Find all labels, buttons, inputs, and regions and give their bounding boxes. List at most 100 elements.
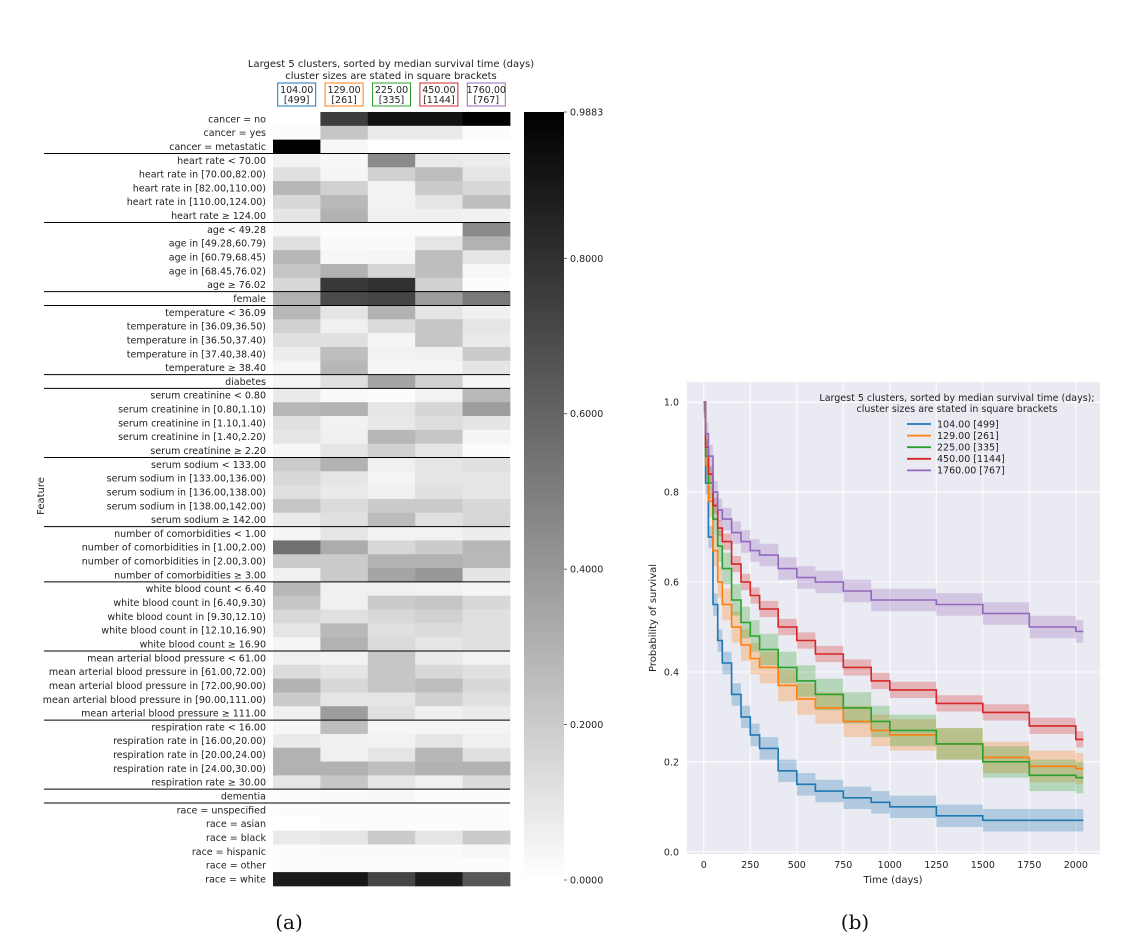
y-tick-label: 0.8	[664, 488, 679, 499]
feature-label: serum creatinine ≥ 2.20	[150, 446, 266, 457]
heatmap-cell	[273, 872, 321, 887]
heatmap-cell	[462, 830, 511, 845]
x-tick-label: 750	[834, 860, 852, 871]
heatmap-cell	[462, 844, 511, 859]
heatmap-cell	[367, 305, 416, 320]
x-axis-label: Time (days)	[862, 875, 922, 886]
feature-label: race = white	[205, 874, 266, 885]
heatmap-cell	[415, 581, 463, 597]
heatmap-cell	[320, 167, 369, 182]
heatmap-cell	[367, 457, 416, 472]
confidence-bands	[703, 402, 1084, 832]
feature-label: white blood count in [6.40,9.30)	[113, 598, 266, 609]
heatmap-cell	[320, 844, 369, 859]
heatmap-cell	[415, 429, 463, 445]
heatmap-cell	[273, 194, 321, 210]
heatmap-cell	[462, 650, 511, 666]
heatmap-cell	[320, 692, 369, 707]
survival-line	[703, 401, 1084, 633]
heatmap-cell	[415, 208, 463, 223]
heatmap-cell	[367, 775, 416, 790]
cluster-median-label: 450.00	[422, 85, 455, 96]
heatmap-cell	[273, 844, 321, 859]
heatmap-cell	[415, 250, 463, 265]
heatmap-cell	[367, 789, 416, 804]
heatmap-cell	[320, 485, 369, 500]
heatmap-cell	[367, 692, 416, 707]
cluster-median-label: 104.00	[280, 85, 313, 96]
heatmap-cell	[273, 153, 321, 168]
heatmap-cell	[367, 264, 416, 279]
feature-label: number of comorbidities in [2.00,3.00)	[82, 557, 266, 568]
colorbar-tick-label: 0.4000	[570, 565, 603, 576]
heatmap-cell	[320, 416, 369, 431]
group-dividers	[44, 152, 510, 804]
heatmap-cell	[320, 429, 369, 445]
heatmap-cell	[273, 609, 321, 624]
heatmap-cell	[367, 609, 416, 624]
heatmap-cell	[320, 291, 369, 306]
heatmap-cell	[273, 443, 321, 458]
heatmap-cell	[273, 554, 321, 569]
heatmap-cell	[462, 498, 511, 514]
heatmap-cell	[462, 485, 511, 500]
feature-label: respiration rate ≥ 30.00	[151, 778, 266, 789]
heatmap-cell	[415, 692, 463, 707]
heatmap-cell	[367, 568, 416, 583]
heatmap-cell	[415, 609, 463, 624]
heatmap-cell	[320, 346, 369, 362]
heatmap-cell	[462, 554, 511, 569]
heatmap-cell	[415, 568, 463, 583]
heatmap-cell	[273, 250, 321, 265]
heatmap-cell	[367, 194, 416, 210]
heatmap-cell	[273, 678, 321, 693]
heatmap-cell	[320, 609, 369, 624]
heatmap-cell	[320, 374, 369, 389]
heatmap-cell	[415, 236, 463, 251]
heatmap-cell	[367, 733, 416, 749]
heatmap-cell	[462, 789, 511, 804]
heatmap-cell	[462, 402, 511, 417]
heatmap-cell	[273, 277, 321, 293]
heatmap-cell	[367, 844, 416, 859]
heatmap-cell	[462, 167, 511, 182]
heatmap-cell	[273, 761, 321, 776]
heatmap-cell	[273, 595, 321, 610]
heatmap-cell	[415, 816, 463, 832]
heatmap-cell	[462, 264, 511, 279]
heatmap-cell	[320, 664, 369, 680]
heatmap-cell	[273, 650, 321, 666]
feature-label: respiration rate in [16.00,20.00)	[113, 736, 266, 747]
heatmap-cell	[462, 222, 511, 237]
heatmap-cell	[462, 816, 511, 832]
heatmap-cell	[415, 346, 463, 362]
cluster-size-label: [767]	[474, 95, 500, 106]
heatmap-cell	[462, 747, 511, 762]
heatmap-cell	[415, 181, 463, 196]
feature-label: age in [60.79,68.45)	[169, 253, 266, 264]
cluster-header-box	[372, 82, 411, 107]
heatmap-cell	[367, 623, 416, 638]
heatmap-cell	[320, 650, 369, 666]
heatmap-cell	[415, 803, 463, 818]
feature-label: temperature < 36.09	[165, 308, 266, 319]
heatmap-cell	[415, 194, 463, 210]
heatmap-cell	[462, 153, 511, 168]
heatmap-cell	[415, 623, 463, 638]
heatmap-cell	[273, 305, 321, 320]
feature-label: race = black	[206, 833, 267, 844]
heatmap-cell	[273, 112, 321, 127]
heatmap-cell	[462, 250, 511, 265]
legend-entry: 225.00 [335]	[937, 443, 999, 454]
heatmap-cell	[462, 872, 511, 887]
heatmap-cell	[320, 402, 369, 417]
heatmap-cell	[367, 167, 416, 182]
heatmap-cell	[415, 706, 463, 721]
cluster-header-box	[277, 82, 317, 107]
heatmap-cell	[415, 733, 463, 749]
y-tick-label: 0.6	[664, 578, 679, 589]
panel-b-caption: (b)	[841, 910, 869, 934]
heatmap-cell	[367, 125, 416, 141]
survival-panel: 0 250 500 750 1000 1250 1500 1750 2000 0.0 0.2 0.4 0…	[648, 382, 1100, 934]
heatmap-cell	[320, 526, 369, 541]
